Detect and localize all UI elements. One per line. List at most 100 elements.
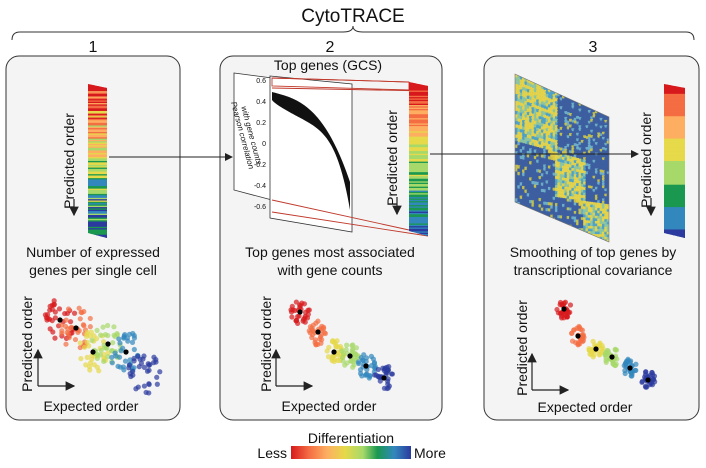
- heatmap-cell: [580, 150, 584, 155]
- heatmap-cell: [531, 87, 535, 92]
- strip-band: [664, 157, 685, 160]
- heatmap-cell: [585, 108, 589, 113]
- scatter-point: [126, 365, 132, 371]
- strip-band: [88, 157, 107, 160]
- heatmap-cell: [529, 164, 532, 169]
- heatmap-cell: [559, 147, 563, 152]
- heatmap-cell: [529, 125, 532, 130]
- heatmap-cell: [587, 206, 591, 211]
- heatmap-cell: [587, 177, 591, 182]
- heatmap-cell: [524, 124, 528, 129]
- strip-band: [88, 182, 107, 185]
- heatmap-cell: [604, 158, 608, 163]
- heatmap-cell: [557, 114, 561, 119]
- heatmap-cell: [557, 108, 561, 113]
- heatmap-cell: [554, 188, 558, 193]
- heatmap-cell: [533, 175, 537, 180]
- heatmap-cell: [592, 122, 596, 127]
- heatmap-cell: [538, 125, 542, 130]
- cluster-centroid: [73, 325, 79, 331]
- heatmap-cell: [519, 165, 523, 170]
- heatmap-cell: [599, 216, 603, 221]
- heatmap-cell: [601, 234, 605, 239]
- strip-band: [88, 107, 107, 110]
- strip-band: [88, 143, 107, 146]
- heatmap-cell: [583, 105, 586, 110]
- strip-band: [409, 114, 428, 117]
- heatmap-cell: [592, 231, 596, 236]
- strip-band: [409, 119, 428, 122]
- step-3-caption-line-2: transcriptional covariance: [514, 262, 673, 278]
- heatmap-cell: [606, 123, 609, 128]
- heatmap-cell: [564, 111, 568, 116]
- strip-band: [88, 135, 107, 139]
- heatmap-cell: [606, 166, 609, 171]
- strip-band: [664, 143, 685, 146]
- heatmap-cell: [519, 129, 523, 134]
- heatmap-cell: [601, 206, 605, 211]
- heatmap-cell: [606, 143, 609, 148]
- scatter-point: [647, 372, 653, 379]
- strip-band: [409, 168, 428, 171]
- heatmap-cell: [540, 198, 544, 203]
- heatmap-cell: [566, 184, 570, 189]
- strip-band: [409, 86, 428, 89]
- strip-band: [88, 91, 107, 94]
- heatmap-cell: [576, 216, 579, 221]
- heatmap-cell: [606, 204, 609, 209]
- strip-band: [409, 160, 428, 163]
- heatmap-cell: [524, 143, 528, 148]
- heatmap-cell: [583, 121, 586, 126]
- heatmap-cell: [515, 100, 518, 105]
- heatmap-cell: [543, 176, 547, 181]
- heatmap-cell: [601, 213, 605, 218]
- scatter-point: [632, 367, 638, 373]
- heatmap-cell: [601, 144, 605, 149]
- heatmap-cell: [601, 177, 605, 182]
- heatmap-cell: [557, 176, 561, 181]
- strip-band: [88, 117, 107, 120]
- heatmap-cell: [538, 87, 542, 92]
- heatmap-cell: [529, 99, 532, 104]
- heatmap-cell: [578, 166, 582, 171]
- strip-band: [88, 168, 107, 172]
- heatmap-cell: [519, 198, 523, 203]
- heatmap-cell: [587, 182, 591, 187]
- heatmap-cell: [587, 163, 591, 168]
- heatmap-cell: [594, 228, 598, 233]
- heatmap-cell: [517, 138, 521, 143]
- heatmap-cell: [587, 115, 591, 120]
- strip-band: [88, 92, 107, 95]
- heatmap-cell: [576, 185, 579, 190]
- heatmap-cell: [543, 102, 547, 107]
- heatmap-cell: [554, 122, 558, 127]
- strip-band: [664, 134, 685, 137]
- heatmap-cell: [597, 142, 601, 147]
- heatmap-cell: [573, 191, 577, 196]
- heatmap-cell: [538, 106, 542, 111]
- heatmap-cell: [606, 236, 609, 241]
- heatmap-cell: [540, 148, 544, 153]
- heatmap-cell: [590, 113, 594, 118]
- strip-band: [664, 85, 685, 89]
- heatmap-cell: [594, 184, 598, 189]
- scatter-point: [567, 302, 574, 308]
- heatmap-cell: [606, 186, 609, 191]
- strip-band: [664, 182, 685, 185]
- heatmap-cell: [585, 201, 589, 206]
- heatmap-cell: [583, 162, 586, 167]
- strip-band: [664, 201, 685, 204]
- heatmap-cell: [569, 110, 572, 115]
- heatmap-cell: [547, 107, 551, 112]
- heatmap-cell: [571, 222, 575, 227]
- heatmap-cell: [531, 84, 535, 89]
- heatmap-cell: [566, 169, 570, 174]
- heatmap-cell: [557, 123, 561, 128]
- heatmap-cell: [538, 201, 542, 206]
- heatmap-cell: [559, 215, 563, 220]
- heatmap-cell: [566, 155, 570, 160]
- heatmap-cell: [587, 153, 591, 158]
- heatmap-cell: [562, 203, 565, 208]
- heatmap-cell: [604, 152, 608, 157]
- strip-band: [88, 193, 107, 197]
